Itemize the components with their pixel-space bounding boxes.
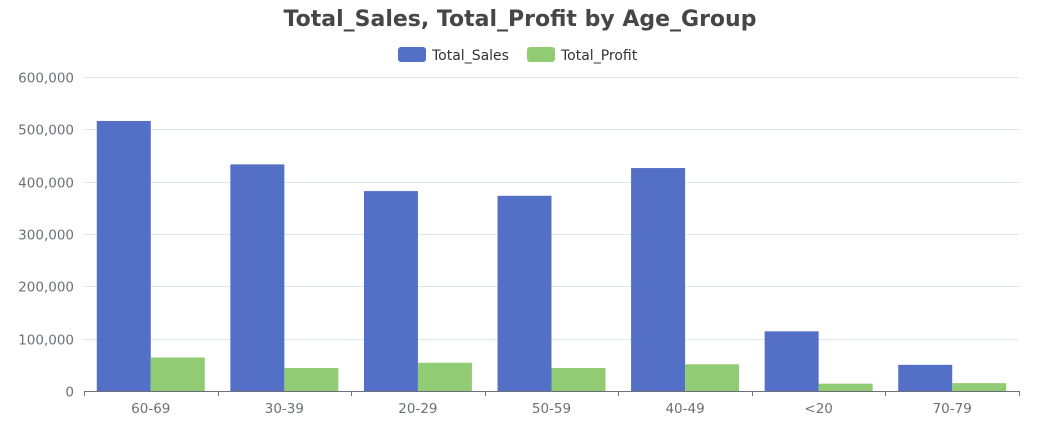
bar-total-profit[interactable] <box>417 362 472 391</box>
bar-total-profit[interactable] <box>685 364 740 391</box>
bar-total-sales[interactable] <box>631 168 686 391</box>
y-axis-ticks: 0 100,000 200,000 300,000 400,000 500,000 600,… <box>18 71 74 401</box>
y-tick-label: 0 <box>65 385 74 401</box>
bar-total-sales[interactable] <box>764 331 819 391</box>
x-tick-label: 20-29 <box>398 401 437 417</box>
legend-swatch-total-sales[interactable] <box>398 47 426 62</box>
bars <box>96 120 1007 392</box>
x-tick-label: 30-39 <box>265 401 304 417</box>
bar-total-profit[interactable] <box>818 383 873 391</box>
y-tick-label: 200,000 <box>18 280 74 296</box>
y-tick-label: 600,000 <box>18 71 74 87</box>
legend-label-total-profit[interactable]: Total_Profit <box>560 48 638 64</box>
y-tick-label: 100,000 <box>18 333 74 349</box>
bar-total-sales[interactable] <box>898 364 953 391</box>
bar-total-profit[interactable] <box>150 357 205 391</box>
bar-total-sales[interactable] <box>230 164 285 391</box>
chart-title: Total_Sales, Total_Profit by Age_Group <box>284 7 757 32</box>
x-tick-label: <20 <box>804 401 833 417</box>
x-tick-label: 70-79 <box>933 401 972 417</box>
bar-total-profit[interactable] <box>952 383 1007 391</box>
x-tick-label: 40-49 <box>665 401 704 417</box>
bar-total-sales[interactable] <box>363 191 418 391</box>
bar-total-sales[interactable] <box>497 195 552 391</box>
bar-total-profit[interactable] <box>284 367 339 391</box>
x-tick-label: 50-59 <box>532 401 571 417</box>
legend-swatch-total-profit[interactable] <box>527 47 555 62</box>
legend-label-total-sales[interactable]: Total_Sales <box>431 48 509 64</box>
x-tick-label: 60-69 <box>131 401 170 417</box>
x-axis: 60-69 30-39 20-29 50-59 40-49 <20 70-79 <box>84 391 1020 417</box>
y-tick-label: 500,000 <box>18 123 74 139</box>
bar-total-sales[interactable] <box>96 120 151 392</box>
bar-total-profit[interactable] <box>551 367 606 391</box>
legend[interactable]: Total_Sales Total_Profit <box>398 47 638 64</box>
y-tick-label: 400,000 <box>18 176 74 192</box>
y-tick-label: 300,000 <box>18 228 74 244</box>
